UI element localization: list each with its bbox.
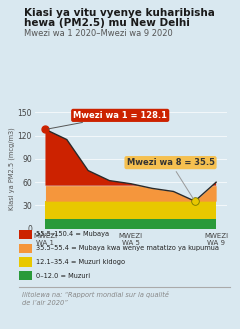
Text: 35.5–55.4 = Mubaya kwa wenye matatizo ya kupumua: 35.5–55.4 = Mubaya kwa wenye matatizo ya… bbox=[36, 245, 218, 251]
Text: Mwezi wa 1 2020–Mwezi wa 9 2020: Mwezi wa 1 2020–Mwezi wa 9 2020 bbox=[24, 29, 173, 38]
Text: Mwezi wa 8 = 35.5: Mwezi wa 8 = 35.5 bbox=[126, 158, 215, 199]
Text: Ilitolewa na: “Rapport mondial sur la qualité
de l’air 2020”: Ilitolewa na: “Rapport mondial sur la qu… bbox=[22, 291, 168, 306]
Text: Mwezi wa 1 = 128.1: Mwezi wa 1 = 128.1 bbox=[48, 111, 167, 129]
Text: 0–12.0 = Muzuri: 0–12.0 = Muzuri bbox=[36, 273, 90, 279]
Text: 12.1–35.4 = Muzuri kidogo: 12.1–35.4 = Muzuri kidogo bbox=[36, 259, 125, 265]
Text: Kiasi ya vitu vyenye kuharibisha: Kiasi ya vitu vyenye kuharibisha bbox=[24, 8, 215, 18]
Y-axis label: Kiasi ya PM2.5 (mcg/m3): Kiasi ya PM2.5 (mcg/m3) bbox=[8, 127, 15, 210]
Text: 55.5–150.4 = Mubaya: 55.5–150.4 = Mubaya bbox=[36, 231, 109, 237]
Text: hewa (PM2.5) mu New Delhi: hewa (PM2.5) mu New Delhi bbox=[24, 18, 190, 28]
